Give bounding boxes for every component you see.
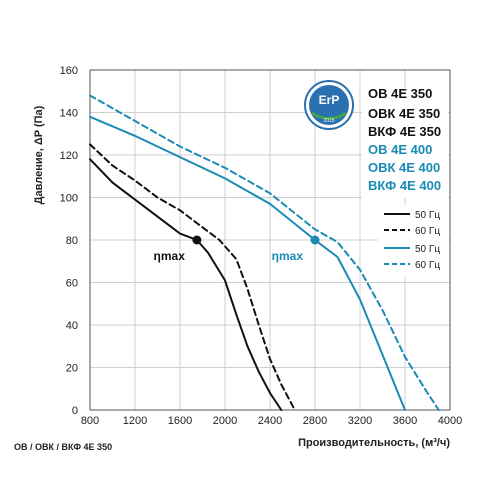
x-tick-label: 2800 [303, 415, 327, 427]
model-400-ovk: ОВК 4Е 400 [368, 160, 440, 175]
curves [89, 94, 440, 411]
model-400-ov: ОВ 4Е 400 [368, 142, 432, 157]
legend-background [378, 205, 448, 277]
model-400-vkf: ВКФ 4Е 400 [368, 178, 441, 193]
erp-badge-main: ErP [319, 93, 340, 107]
legend-label-400-50hz: 50 Гц [415, 244, 440, 255]
y-tick-label: 140 [60, 108, 78, 120]
y-tick-label: 40 [66, 320, 78, 332]
y-tick-label: 160 [60, 65, 78, 77]
x-tick-label: 1200 [123, 415, 147, 427]
legend: 50 Гц 60 Гц 50 Гц 60 Гц [384, 210, 440, 271]
legend-label-400-60hz: 60 Гц [415, 260, 440, 271]
y-axis-label: Давление, ΔP (Па) [33, 105, 45, 204]
curve-350-60гц [89, 143, 296, 411]
eta-max-label: ηmax [272, 249, 304, 263]
y-tick-label: 100 [60, 193, 78, 205]
x-tick-label: 2400 [258, 415, 282, 427]
curve-400-50гц [89, 115, 406, 411]
erp-badge: ErP 2015 [304, 80, 354, 130]
x-tick-label: 1600 [168, 415, 192, 427]
erp-badge-swoosh [311, 111, 347, 120]
x-tick-label: 800 [81, 415, 99, 427]
y-tick-label: 120 [60, 150, 78, 162]
model-list: ОВ 4Е 350 ОВК 4Е 350 ВКФ 4Е 350 ОВ 4Е 40… [368, 86, 441, 193]
eta-max-point [192, 235, 202, 245]
x-axis-label: Производительность, (м³/ч) [298, 437, 450, 449]
x-tick-label: 2000 [213, 415, 237, 427]
eta-max-label: ηmax [154, 249, 186, 263]
x-tick-label: 3600 [393, 415, 417, 427]
x-tick-label: 4000 [438, 415, 462, 427]
model-350-ovk: ОВК 4Е 350 [368, 106, 440, 121]
model-350-vkf: ВКФ 4Е 350 [368, 124, 441, 139]
y-tick-label: 60 [66, 278, 78, 290]
y-tick-label: 80 [66, 235, 78, 247]
model-350-ov: ОВ 4Е 350 [368, 86, 432, 101]
curve-350-50гц [89, 158, 283, 411]
curve-400-60гц [89, 94, 440, 411]
tick-labels: 800 1200 1600 2000 2400 2800 3200 3600 4000 0 20 40… [60, 65, 463, 427]
model-list-background [362, 88, 448, 198]
legend-label-350-50hz: 50 Гц [415, 210, 440, 221]
x-tick-label: 3200 [348, 415, 372, 427]
eta-max-point [310, 235, 320, 245]
figure-caption: ОВ / ОВК / ВКФ 4Е 350 [14, 442, 112, 452]
y-tick-label: 0 [72, 405, 78, 417]
legend-label-350-60hz: 60 Гц [415, 226, 440, 237]
y-tick-label: 20 [66, 363, 78, 375]
plot-frame [89, 69, 451, 411]
eta-markers: ηmax ηmax [154, 235, 320, 263]
erp-badge-year: 2015 [323, 118, 334, 124]
